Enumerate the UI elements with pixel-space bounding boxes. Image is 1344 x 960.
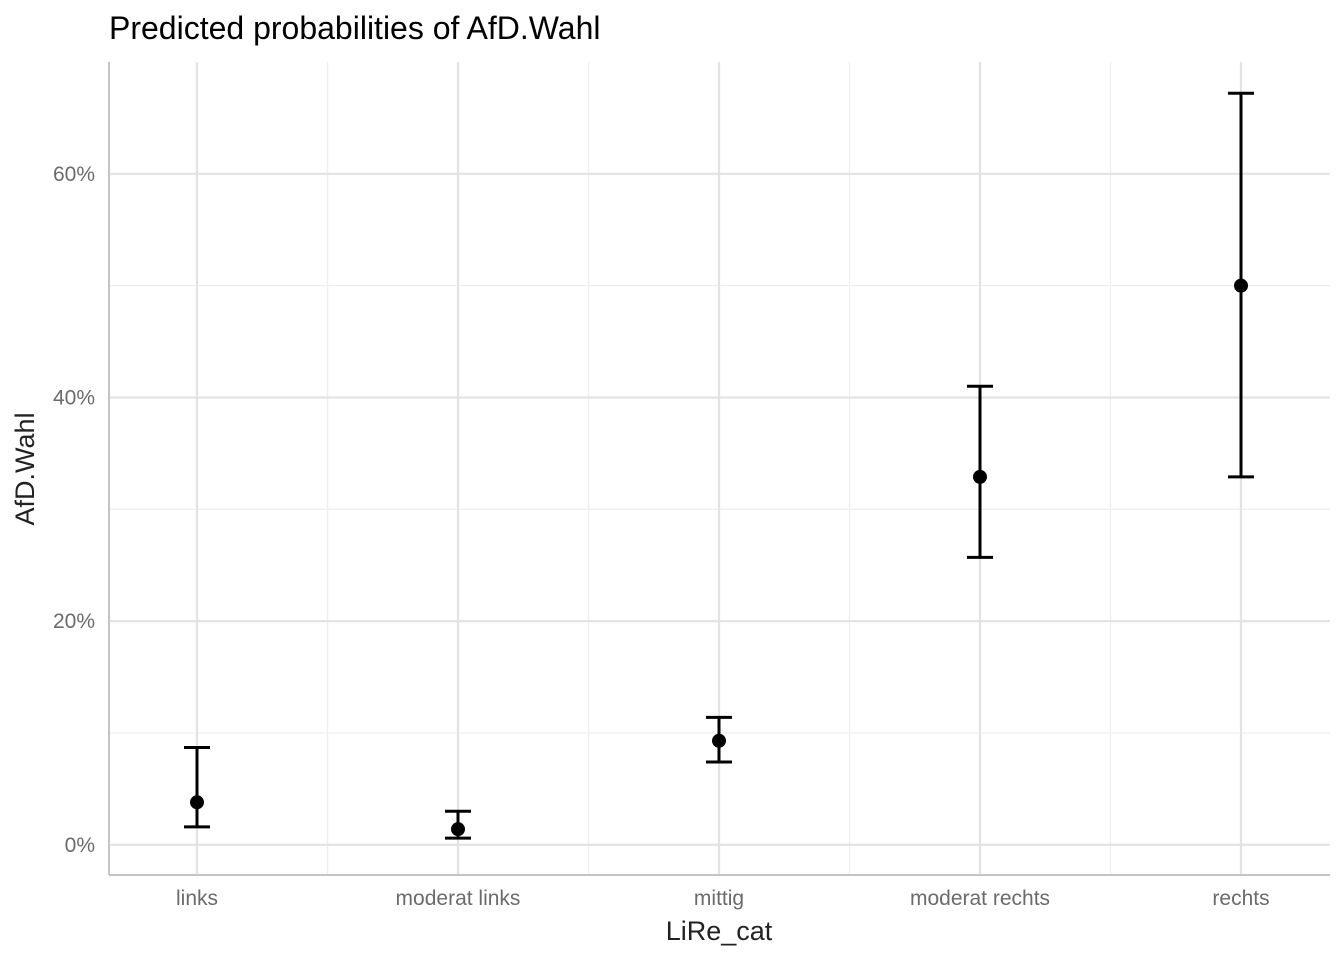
x-tick-label: moderat links	[396, 887, 521, 910]
y-tick-label: 0%	[65, 834, 95, 857]
estimate-point	[712, 733, 726, 748]
estimate-point	[190, 795, 204, 810]
axes	[108, 62, 1330, 876]
x-tick-labels: links moderat links mittig moderat rechts re…	[176, 887, 1270, 910]
x-tick-label: links	[176, 887, 218, 910]
estimate-point	[1234, 278, 1248, 293]
x-tick-label: moderat rechts	[910, 887, 1050, 910]
y-axis-title: AfD.Wahl	[10, 412, 40, 525]
x-tick-label: rechts	[1212, 887, 1269, 910]
estimate-point	[973, 469, 987, 484]
errorbar-0	[184, 746, 210, 829]
y-tick-labels: 0% 20% 40% 60%	[53, 163, 95, 857]
chart-title: Predicted probabilities of AfD.Wahl	[109, 10, 601, 46]
y-tick-label: 60%	[53, 163, 95, 186]
y-tick-label: 20%	[53, 610, 95, 633]
data-marks	[184, 91, 1254, 840]
estimate-point	[451, 822, 465, 837]
x-axis-title: LiRe_cat	[666, 916, 773, 946]
x-tick-label: mittig	[694, 887, 744, 910]
y-tick-label: 40%	[53, 386, 95, 409]
